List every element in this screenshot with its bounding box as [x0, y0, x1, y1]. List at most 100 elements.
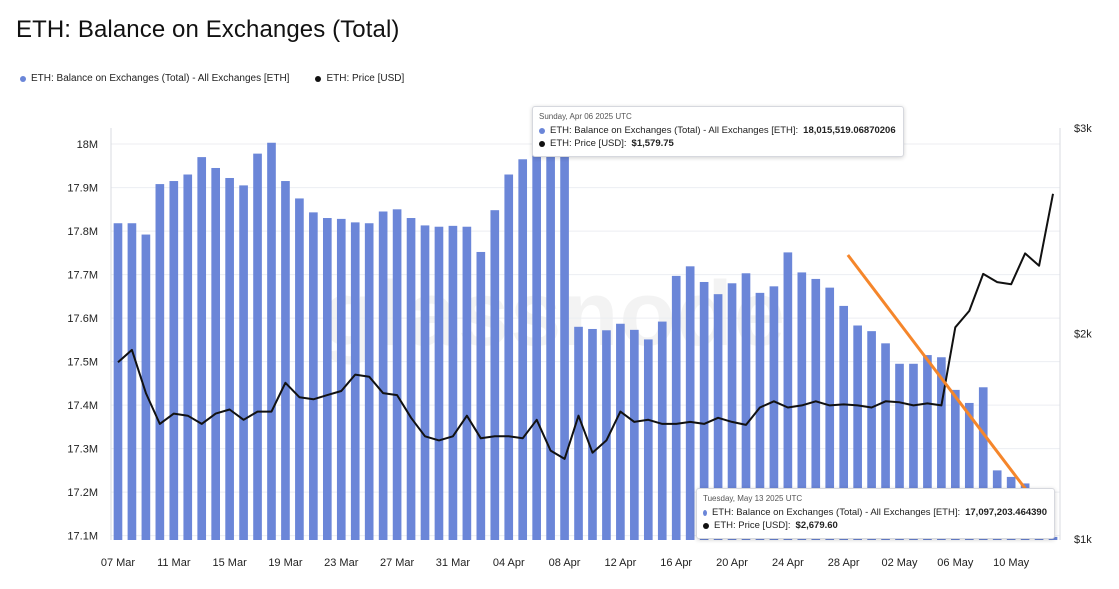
tooltip-row-price: ETH: Price [USD]: $2,679.60 [703, 519, 1047, 532]
x-tick-label: 08 Apr [549, 557, 581, 569]
tooltip-row-price: ETH: Price [USD]: $1,579.75 [539, 137, 896, 150]
x-tick-label: 02 May [881, 557, 918, 569]
legend-item-balance[interactable]: ETH: Balance on Exchanges (Total) - All … [20, 73, 289, 84]
balance-bar [643, 339, 653, 540]
balance-bar [881, 343, 890, 540]
chart-title: ETH: Balance on Exchanges (Total) [16, 16, 400, 43]
balance-bar [978, 387, 988, 540]
legend-item-price[interactable]: ETH: Price [USD] [315, 73, 404, 84]
x-tick-label: 06 May [937, 557, 974, 569]
balance-bar [295, 198, 304, 541]
legend-swatch-balance [20, 75, 26, 82]
legend-swatch-price [315, 75, 322, 82]
balance-bar [169, 181, 179, 540]
x-tick-label: 31 Mar [436, 557, 471, 569]
tooltip-label: ETH: Price [USD]: [550, 138, 627, 149]
balance-bar [909, 363, 918, 540]
tooltip-value: 18,015,519.06870206 [803, 125, 896, 136]
tooltip-swatch-price [539, 140, 545, 147]
balance-bar [937, 357, 946, 540]
trend-arrow-line [846, 254, 1047, 516]
balance-bar [867, 331, 876, 540]
balance-bar [476, 251, 486, 540]
x-tick-label: 15 Mar [213, 557, 248, 569]
balance-bar [309, 212, 318, 540]
tooltip-row-balance: ETH: Balance on Exchanges (Total) - All … [539, 124, 896, 137]
tooltip-swatch-balance [539, 127, 545, 134]
balance-bar [923, 355, 932, 540]
balance-bar [783, 252, 793, 540]
balance-bar [155, 184, 165, 540]
balance-bar [462, 226, 472, 541]
balance-bar [588, 328, 597, 540]
x-tick-label: 07 Mar [101, 557, 136, 569]
balance-bar [755, 292, 765, 540]
tooltip-value: $2,679.60 [795, 520, 838, 531]
balance-bar [350, 222, 360, 540]
x-tick-label: 10 May [993, 557, 1030, 569]
y-left-tick-label: 17.4M [67, 400, 98, 412]
balance-bar [420, 225, 430, 540]
tooltip-date: Tuesday, May 13 2025 UTC [703, 494, 803, 503]
balance-bar [211, 167, 220, 540]
balance-bar [560, 150, 569, 541]
balance-bar [602, 330, 611, 540]
y-left-tick-label: 17.9M [67, 183, 98, 195]
x-tick-label: 28 Apr [828, 557, 860, 569]
balance-bar [183, 174, 193, 541]
price-line-group [117, 193, 1054, 460]
balance-bar [630, 329, 639, 540]
balance-bar [574, 326, 583, 540]
legend: ETH: Balance on Exchanges (Total) - All … [20, 73, 404, 84]
balance-bar [964, 402, 974, 540]
x-tick-label: 20 Apr [716, 557, 748, 569]
balance-bar [239, 185, 248, 540]
balance-bar [406, 218, 416, 540]
tooltip-may-13: Tuesday, May 13 2025 UTC ETH: Balance on… [696, 488, 1055, 539]
legend-label-price: ETH: Price [USD] [326, 73, 405, 84]
balance-bars [113, 137, 1058, 541]
x-tick-label: 24 Apr [772, 557, 804, 569]
y-right-tick-label: $1k [1074, 534, 1092, 546]
y-left-tick-label: 17.3M [67, 444, 98, 456]
balance-bar [127, 223, 137, 540]
x-tick-label: 27 Mar [380, 557, 415, 569]
legend-label-balance: ETH: Balance on Exchanges (Total) - All … [31, 73, 290, 84]
balance-bar [434, 226, 444, 541]
balance-bar [741, 273, 751, 540]
y-left-tick-label: 17.5M [67, 357, 98, 369]
balance-bar [490, 210, 500, 540]
balance-bar [322, 218, 332, 540]
x-tick-label: 12 Apr [604, 557, 636, 569]
tooltip-value: $1,579.75 [631, 138, 674, 149]
y-right-tick-label: $2k [1074, 329, 1092, 341]
balance-bar [141, 234, 151, 541]
balance-bar [839, 305, 849, 540]
balance-bar [448, 225, 458, 540]
tooltip-row-balance: ETH: Balance on Exchanges (Total) - All … [703, 506, 1047, 519]
y-left-tick-label: 17.7M [67, 270, 98, 282]
y-left-tick-label: 18M [77, 139, 98, 151]
balance-bar [727, 283, 737, 540]
balance-bar [951, 389, 960, 540]
balance-bar [769, 286, 779, 540]
tooltip-swatch-price [703, 522, 709, 529]
tooltip-apr-06: Sunday, Apr 06 2025 UTC ETH: Balance on … [532, 106, 904, 157]
tooltip-label: ETH: Balance on Exchanges (Total) - All … [711, 507, 961, 518]
balance-bar [281, 181, 290, 540]
balance-bar [685, 266, 695, 540]
balance-bar [825, 287, 835, 540]
x-tick-label: 04 Apr [493, 557, 525, 569]
balance-bar [392, 209, 402, 540]
balance-bar [518, 159, 528, 540]
tooltip-swatch-balance [703, 509, 707, 516]
y-left-tick-label: 17.2M [67, 487, 98, 499]
balance-bar [113, 223, 123, 540]
x-tick-label: 11 Mar [157, 557, 191, 569]
balance-bar [853, 325, 862, 540]
balance-bar [616, 323, 625, 540]
tooltip-date: Sunday, Apr 06 2025 UTC [539, 112, 632, 121]
balance-bar [699, 281, 709, 540]
x-tick-label: 19 Mar [268, 557, 303, 569]
y-left-tick-label: 17.8M [67, 226, 98, 238]
